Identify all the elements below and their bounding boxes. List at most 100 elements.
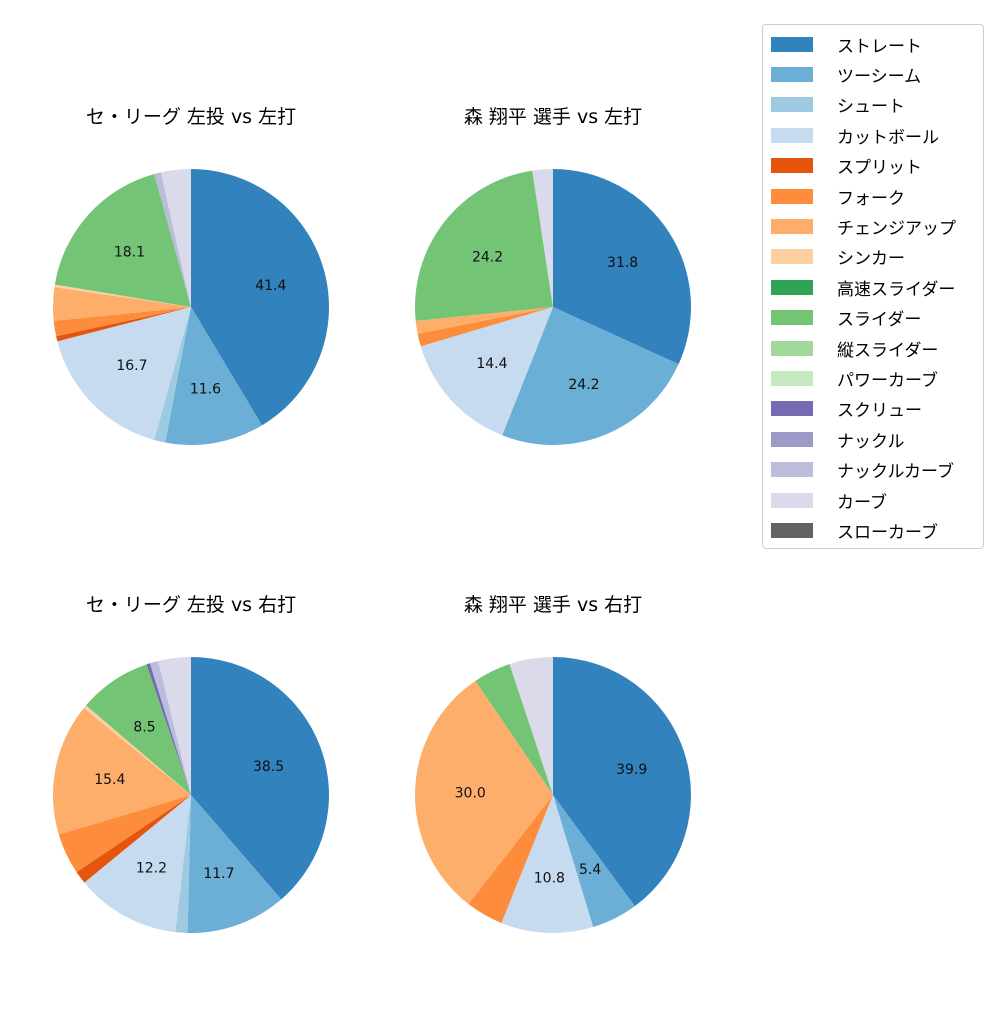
pie-slice [54,174,191,307]
slice-value-label: 14.4 [476,356,507,372]
legend-swatch [771,127,813,143]
pie-chart: 31.8 24.2 14.4 24.2 [415,169,691,445]
slice-value-label: 8.5 [133,719,155,735]
pie-slice [158,657,191,795]
slice-value-label: 11.6 [190,382,221,398]
legend-item: スクリュー [771,398,922,422]
pie-slice [165,307,262,445]
pie-slice [501,795,594,933]
slice-value-label: 38.5 [253,759,284,775]
legend-label: カーブ [837,492,887,513]
legend-swatch [771,188,813,204]
pie-slice [146,663,191,795]
pie-slice [509,657,553,795]
pie-slice [58,795,191,873]
pie-slice [191,657,329,900]
slice-value-label: 24.2 [568,377,599,393]
legend-swatch [771,522,813,538]
pie-slice [57,307,191,440]
legend-swatch [771,310,813,326]
legend-item: 縦スライダー [771,337,938,361]
legend-swatch [771,370,813,386]
pie-panel-league-lhp-vs-lhb: セ・リーグ 左投 vs 左打 41.4 11.6 16.7 18.1 [41,102,381,542]
pie-slice [175,795,191,933]
pie-slice [415,307,553,334]
legend-label: ナックル [837,431,905,452]
legend-label: フォーク [837,188,905,209]
pie-slice [56,307,192,342]
legend-label: チェンジアップ [837,218,956,239]
legend-label: ツーシーム [837,66,922,87]
pie-slice [54,284,192,307]
pie-chart: 39.9 5.4 10.8 30.0 [415,657,691,933]
legend-label: スプリット [837,158,922,179]
slice-value-label: 15.4 [94,772,125,788]
chart-title: セ・リーグ 左投 vs 右打 [85,594,297,616]
legend-item: フォーク [771,185,905,209]
pie-slice [86,664,191,795]
pie-slice [415,680,553,905]
legend-swatch [771,401,813,417]
legend-item: チェンジアップ [771,215,956,239]
legend-swatch [771,431,813,447]
legend-item: スプリット [771,155,922,179]
pie-panel-mori-vs-lhb: 森 翔平 選手 vs 左打 31.8 24.2 14.4 24.2 [403,102,743,542]
slice-value-label: 30.0 [455,785,486,801]
legend-label: スライダー [837,310,922,331]
legend-swatch [771,218,813,234]
pie-slice [53,307,191,337]
chart-title: 森 翔平 選手 vs 左打 [463,106,643,128]
chart-title: セ・リーグ 左投 vs 左打 [85,106,297,128]
legend-label: パワーカーブ [837,370,938,391]
pie-chart: 41.4 11.6 16.7 18.1 [53,169,330,445]
legend-swatch [771,36,813,52]
pie-slice [83,705,191,795]
slice-value-label: 18.1 [114,245,145,261]
slice-value-label: 12.2 [136,861,167,877]
pie-slice [154,172,191,307]
legend-item: カットボール [771,124,939,148]
pie-slice [187,795,282,933]
legend-swatch [771,66,813,82]
legend-swatch [771,340,813,356]
legend-item: カーブ [771,489,887,513]
legend-label: スクリュー [837,401,922,422]
pie-slice [149,660,191,795]
legend: ストレートツーシームシュートカットボール スプリットフォークチェンジアップ シンカー… [762,24,984,549]
legend-item: ナックルカーブ [771,459,954,482]
slice-value-label: 41.4 [255,278,286,294]
pie-panel-mori-vs-rhb: 森 翔平 選手 vs 右打 39.9 5.4 10.8 30.0 [403,590,743,1030]
pie-slice [532,169,553,307]
pie-slice [53,287,191,321]
pie-panel-league-lhp-vs-rhb: セ・リーグ 左投 vs 右打 38.5 11.7 12.2 15.4 8.5 [41,590,381,1030]
legend-item: スライダー [771,307,922,331]
slice-value-label: 16.7 [116,358,147,374]
legend-label: シュート [837,97,905,118]
pie-slice [553,169,691,365]
legend-item: シュート [771,94,905,118]
legend-item: ナックル [771,428,905,452]
pie-slice [475,664,553,795]
pie-slice [76,795,191,883]
pie-slice [420,307,553,436]
pie-slice [154,307,191,443]
legend-swatch [771,249,813,265]
slice-value-label: 11.7 [203,866,234,882]
legend-label: カットボール [837,127,939,148]
legend-item: シンカー [771,246,905,270]
slice-value-label: 5.4 [579,862,601,878]
legend-swatch [771,97,813,113]
pie-slice [468,795,553,923]
pie-slice [417,307,553,347]
pie-slice [52,708,191,835]
pie-slice [553,657,691,907]
pie-slice [160,169,191,307]
pie-slice [415,170,553,321]
legend-label: スローカーブ [837,522,938,543]
legend-swatch [771,158,813,174]
legend-item: ストレート [771,33,922,57]
chart-title: 森 翔平 選手 vs 右打 [463,594,643,616]
pie-slice [553,795,635,928]
legend-label: シンカー [837,249,905,270]
legend-swatch [771,462,813,478]
